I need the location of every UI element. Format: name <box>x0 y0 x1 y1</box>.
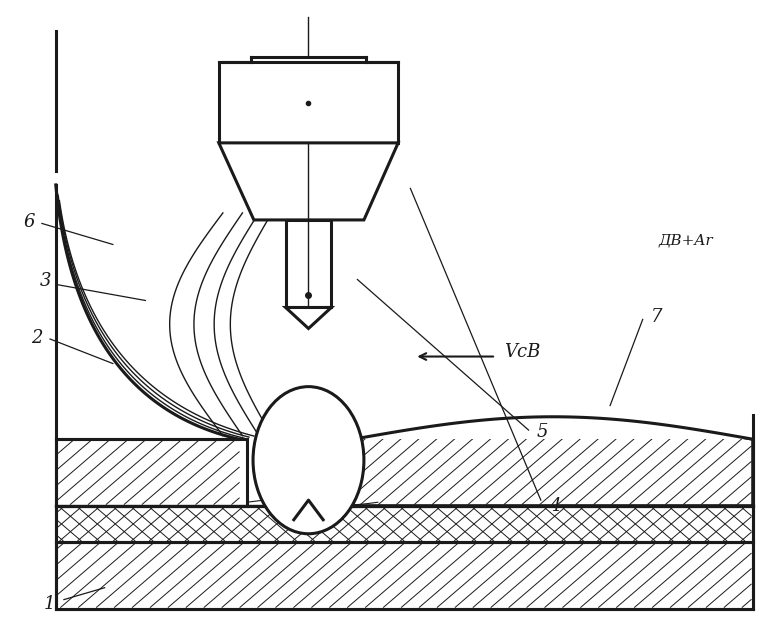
Bar <box>55 542 753 609</box>
Ellipse shape <box>253 387 364 534</box>
Bar <box>353 411 753 439</box>
Text: 4: 4 <box>549 497 561 515</box>
Bar <box>285 220 332 308</box>
Text: 3: 3 <box>40 272 51 291</box>
Text: ДВ+Ar: ДВ+Ar <box>659 233 714 247</box>
Text: 1: 1 <box>44 594 55 613</box>
Bar <box>55 439 247 506</box>
Text: 2: 2 <box>31 328 43 347</box>
Text: 7: 7 <box>651 308 662 325</box>
Ellipse shape <box>256 389 361 532</box>
Polygon shape <box>285 308 332 328</box>
Text: 6: 6 <box>23 213 34 231</box>
Bar <box>219 62 398 143</box>
Polygon shape <box>219 143 398 220</box>
Bar <box>55 506 753 542</box>
Text: 5: 5 <box>537 423 548 441</box>
Text: VcB: VcB <box>504 343 541 360</box>
Polygon shape <box>353 417 753 506</box>
